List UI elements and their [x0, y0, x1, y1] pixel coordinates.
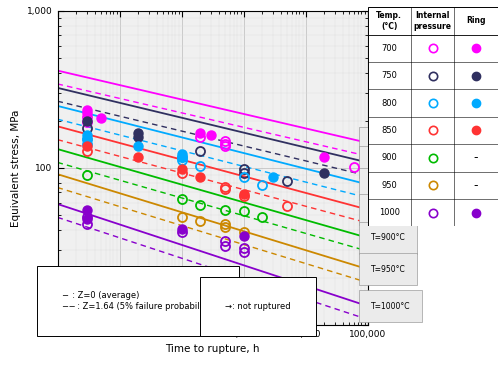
- Text: T=850°C: T=850°C: [370, 139, 405, 148]
- Text: T=950°C: T=950°C: [370, 178, 406, 188]
- Text: 1000: 1000: [378, 208, 400, 217]
- Text: Ring: Ring: [466, 16, 485, 26]
- Text: 700: 700: [381, 44, 397, 53]
- Text: 800: 800: [381, 99, 397, 108]
- Y-axis label: Equivalent stress, MPa: Equivalent stress, MPa: [12, 109, 22, 227]
- Text: T=1000°C: T=1000°C: [370, 203, 410, 212]
- Text: T=750°C: T=750°C: [370, 107, 406, 116]
- Text: T=700°C: T=700°C: [370, 94, 406, 103]
- Text: 900: 900: [382, 153, 397, 162]
- Text: T=1000°C: T=1000°C: [370, 301, 410, 311]
- Text: -: -: [474, 179, 478, 192]
- Text: T=950°C: T=950°C: [370, 265, 406, 274]
- Text: T=700°C: T=700°C: [370, 138, 406, 147]
- Text: 850: 850: [381, 126, 397, 135]
- Text: T=850°C: T=850°C: [370, 205, 405, 214]
- Text: T=800°C: T=800°C: [370, 180, 405, 189]
- Text: T=900°C: T=900°C: [370, 158, 406, 167]
- Text: Temp.
(°C): Temp. (°C): [376, 11, 402, 31]
- Text: -: -: [474, 151, 478, 164]
- Text: ─  : Z=0 (average)
─ ─ : Z=1.64 (5% failure probability): ─ : Z=0 (average) ─ ─ : Z=1.64 (5% failu…: [62, 291, 214, 311]
- Text: Internal
pressure: Internal pressure: [414, 11, 452, 31]
- Text: T=750°C: T=750°C: [370, 158, 406, 167]
- X-axis label: Time to rupture, h: Time to rupture, h: [165, 344, 260, 354]
- Text: 750: 750: [381, 71, 397, 80]
- Text: T=800°C: T=800°C: [370, 122, 405, 131]
- Text: 950: 950: [382, 181, 397, 190]
- Text: T=900°C: T=900°C: [370, 233, 406, 242]
- Text: →: not ruptured: →: not ruptured: [225, 302, 290, 311]
